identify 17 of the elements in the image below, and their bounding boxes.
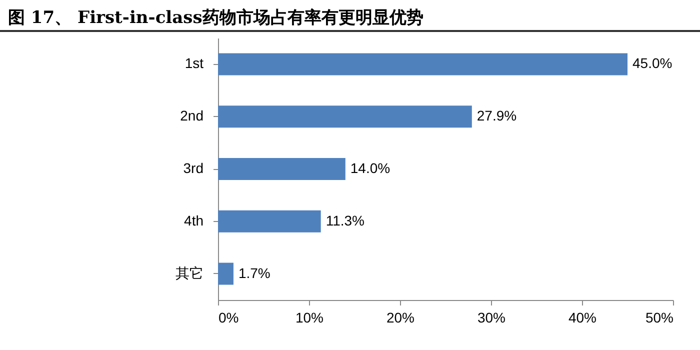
x-tick-label: 30% <box>477 310 506 326</box>
x-tick-label: 0% <box>218 310 239 326</box>
data-label: 1.7% <box>238 264 270 281</box>
y-tick-label: 4th <box>184 212 204 228</box>
data-label: 14.0% <box>350 160 390 176</box>
data-label: 11.3% <box>326 212 364 228</box>
x-tick-label: 10% <box>295 310 324 326</box>
x-tick-label: 20% <box>386 310 415 326</box>
y-tick-label: 1st <box>184 55 204 72</box>
x-tick-label: 40% <box>568 310 597 326</box>
x-tick-label: 50% <box>645 310 674 326</box>
y-tick-label: 3rd <box>183 160 204 176</box>
y-tick-label: 2nd <box>180 108 204 124</box>
y-tick-label: 其它 <box>176 264 204 281</box>
data-label: 45.0% <box>632 55 672 72</box>
chart-title: 图 17、 First-in-class药物市场占有率有更明显优势 <box>7 7 424 30</box>
data-label: 27.9% <box>476 108 517 124</box>
